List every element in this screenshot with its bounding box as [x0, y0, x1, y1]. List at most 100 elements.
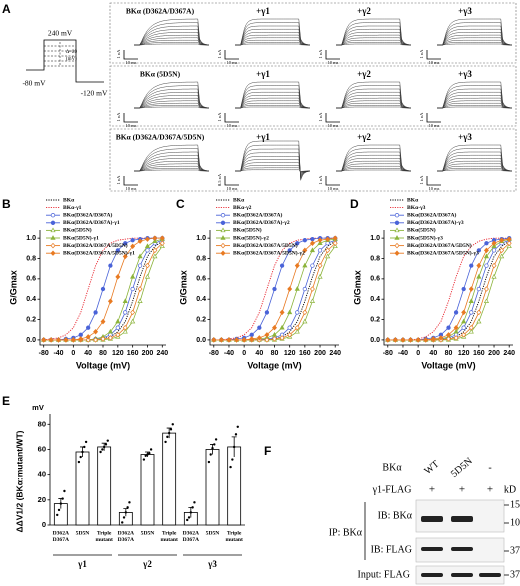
- y-tick-label: 0.4: [370, 296, 380, 303]
- protocol-label: (mV): [66, 57, 77, 62]
- data-point: [294, 324, 300, 331]
- y-tick-label: 1.0: [196, 235, 206, 242]
- current-trace: [134, 39, 210, 46]
- data-point: [491, 273, 497, 279]
- data-point: [211, 337, 217, 343]
- current-trace: [134, 88, 210, 109]
- blot-band: [479, 573, 501, 577]
- data-point: [491, 248, 497, 253]
- data-point: [241, 337, 247, 343]
- data-point: [461, 286, 466, 292]
- current-trace: [134, 97, 209, 109]
- current-trace: [336, 151, 412, 172]
- panel-label: A: [2, 2, 11, 16]
- x-tick-label: -80: [209, 350, 219, 357]
- data-point: [145, 248, 150, 253]
- current-trace: [437, 151, 513, 172]
- scale-label: 1 nA: [116, 175, 121, 185]
- trace-label: +γ1: [256, 6, 270, 16]
- scale-label: 10 ms: [126, 60, 137, 65]
- current-trace: [437, 105, 512, 109]
- data-point: [108, 263, 113, 268]
- scale-bar: [224, 50, 239, 60]
- scale-bar: [123, 50, 138, 60]
- data-point: [226, 337, 232, 343]
- current-trace: [336, 160, 411, 172]
- trace-label: +γ3: [458, 132, 472, 142]
- current-trace: [235, 165, 311, 174]
- bar: [205, 449, 220, 526]
- legend-marker: [220, 242, 226, 249]
- x-tick-label: 120: [112, 350, 124, 357]
- data-point: [137, 298, 143, 303]
- data-point: [115, 332, 121, 338]
- data-point: [142, 458, 146, 461]
- data-point: [56, 337, 62, 343]
- scale-bar: [123, 113, 138, 123]
- lane-mark: +: [487, 484, 493, 496]
- scale-label: 0.5 nA: [217, 173, 222, 186]
- data-point: [102, 445, 106, 449]
- data-point: [84, 440, 88, 444]
- current-trace: [336, 144, 412, 172]
- data-point: [78, 336, 84, 342]
- kd-label: kD: [504, 484, 516, 495]
- y-tick-label: 0: [42, 520, 46, 529]
- scale-label: 1 nA: [318, 112, 323, 122]
- data-point: [209, 453, 212, 456]
- y-axis-label: G/Gmax: [178, 270, 188, 305]
- data-point: [152, 253, 158, 259]
- data-point: [218, 337, 224, 343]
- data-point: [468, 324, 474, 331]
- lane-label: WT: [422, 459, 441, 477]
- data-point: [453, 310, 459, 315]
- data-point: [231, 458, 234, 461]
- legend-label: BKα(D362A/D367A/5D5N): [63, 242, 128, 249]
- scale-label: 10 ms: [429, 123, 440, 128]
- data-point: [415, 337, 421, 343]
- x-tick-label: D362A: [53, 530, 69, 536]
- current-trace: [235, 105, 310, 109]
- data-point: [294, 262, 300, 269]
- series-line: [43, 237, 163, 341]
- trace-row-box: [109, 2, 517, 64]
- data-point: [167, 431, 171, 435]
- x-tick-label: 40: [255, 350, 263, 357]
- data-point: [264, 337, 270, 343]
- data-point: [213, 443, 216, 446]
- current-trace: [336, 102, 412, 109]
- current-trace: [336, 100, 412, 109]
- group-label: γ2: [142, 559, 152, 569]
- y-tick-label: 0.2: [26, 316, 36, 323]
- data-point: [137, 263, 143, 268]
- data-point: [453, 335, 459, 341]
- current-trace: [134, 148, 210, 172]
- trace-label: +γ1: [256, 69, 270, 79]
- x-tick-label: mutant: [95, 537, 113, 543]
- current-trace: [336, 105, 411, 109]
- bar: [75, 451, 90, 526]
- data-point: [491, 240, 497, 246]
- x-tick-label: 240: [503, 350, 515, 357]
- marker-label: 37: [510, 545, 520, 556]
- current-trace: [437, 39, 513, 46]
- data-point: [325, 247, 331, 254]
- x-tick-label: D367A: [53, 537, 69, 543]
- legend-marker: [50, 235, 56, 240]
- data-point: [325, 236, 331, 242]
- legend-label: BKα(D362A/D367A/5D5N): [233, 242, 298, 249]
- x-tick-label: 200: [142, 350, 154, 357]
- data-point: [144, 236, 150, 242]
- y-tick-label: 40: [38, 470, 46, 479]
- series-line: [387, 242, 510, 341]
- scale-label: 1 nA: [116, 112, 121, 122]
- data-point: [257, 325, 262, 330]
- current-trace: [134, 165, 210, 172]
- x-tick-label: 160: [299, 350, 311, 357]
- data-point: [63, 337, 69, 343]
- current-trace: [336, 95, 411, 109]
- legend-marker: [394, 235, 400, 240]
- data-point: [294, 286, 300, 291]
- data-point: [249, 336, 255, 342]
